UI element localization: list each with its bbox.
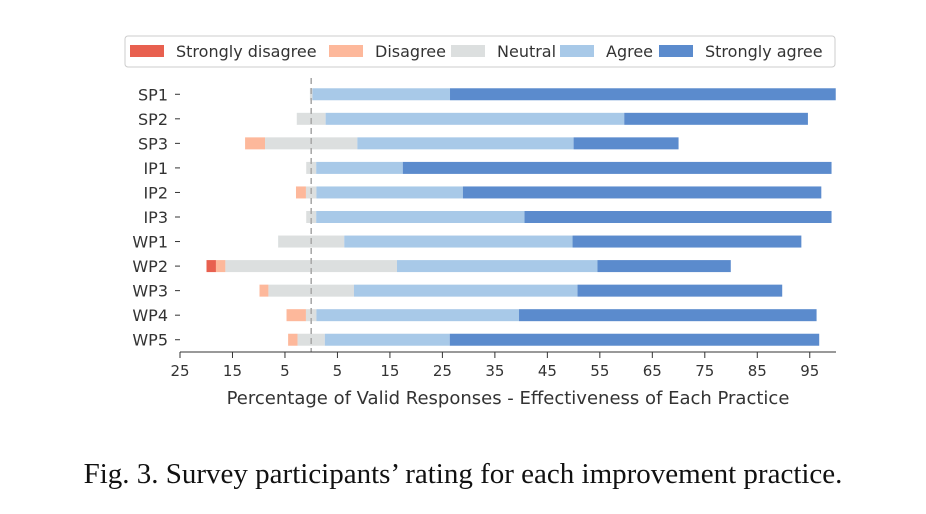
x-tick-label: 15	[380, 362, 399, 380]
x-tick-label: 5	[280, 362, 290, 380]
legend-swatch-strongly-agree	[659, 45, 693, 57]
legend-swatch-disagree	[329, 45, 363, 57]
bar-ip1-agree	[316, 161, 403, 174]
x-tick-label: 5	[333, 362, 343, 380]
x-tick-label: 95	[800, 362, 819, 380]
bar-wp5-disagree	[288, 333, 298, 346]
bar-ip1-strongly-agree	[402, 161, 832, 174]
bar-wp3-agree	[353, 284, 578, 297]
bar-wp4-agree	[316, 309, 520, 322]
bar-ip3-neutral	[306, 211, 317, 223]
bar-wp2-neutral	[225, 260, 398, 273]
legend-label-disagree: Disagree	[375, 42, 446, 61]
bar-ip2-agree	[316, 186, 463, 199]
bar-ip1-neutral	[306, 161, 317, 174]
bar-wp1-agree	[344, 235, 573, 248]
legend-label-agree: Agree	[606, 42, 653, 61]
y-axis: SP1 SP2 SP3 IP1 IP2 IP3 WP1 WP2 WP3 WP4 WP5	[132, 85, 180, 350]
bar-sp1-neutral	[309, 88, 313, 101]
bar-wp4-strongly-agree	[519, 309, 817, 322]
bar-wp2-disagree	[215, 260, 226, 273]
x-axis: 25 15 5 5 15 25 35 45 55 65 75 85 95	[170, 352, 819, 380]
bar-wp3-strongly-agree	[577, 284, 783, 297]
x-tick-label: 35	[485, 362, 504, 380]
bar-sp3-disagree	[245, 137, 266, 150]
x-tick-label: 85	[748, 362, 767, 380]
y-tick-label-wp3: WP3	[132, 282, 168, 301]
legend-label-strongly-agree: Strongly agree	[705, 42, 823, 61]
bar-wp2-agree	[397, 260, 598, 273]
y-tick-label-wp2: WP2	[132, 257, 168, 276]
bar-ip3-strongly-agree	[524, 211, 832, 223]
bar-wp5-strongly-agree	[449, 333, 820, 346]
y-tick-label-wp5: WP5	[132, 331, 168, 350]
y-tick-label-ip3: IP3	[143, 208, 168, 227]
bar-sp1-strongly-agree	[450, 88, 836, 101]
y-tick-label-wp1: WP1	[132, 233, 168, 252]
y-tick-label-ip1: IP1	[143, 159, 168, 178]
bar-sp1-agree	[312, 88, 451, 101]
bar-wp2-strongly-agree	[597, 260, 731, 273]
figure-caption: Fig. 3. Survey participants’ rating for …	[83, 458, 843, 490]
x-tick-label: 55	[590, 362, 609, 380]
y-tick-label-wp4: WP4	[132, 306, 168, 325]
y-tick-label-sp2: SP2	[138, 110, 168, 129]
bar-wp5-agree	[324, 333, 450, 346]
bar-sp2-strongly-agree	[624, 112, 808, 125]
bar-ip3-agree	[316, 211, 525, 223]
diverging-stacked-bar-chart: Strongly disagree Disagree Neutral Agree Str…	[124, 35, 836, 409]
y-tick-label-sp3: SP3	[138, 134, 168, 153]
x-axis-label: Percentage of Valid Responses - Effectiv…	[227, 388, 790, 409]
x-tick-label: 25	[433, 362, 452, 380]
y-tick-label-sp1: SP1	[138, 85, 168, 104]
bar-wp1-strongly-agree	[572, 235, 802, 248]
x-tick-label: 45	[538, 362, 557, 380]
bar-wp3-disagree	[259, 284, 269, 297]
bar-sp3-strongly-agree	[573, 137, 679, 150]
bars-layer	[206, 88, 836, 346]
x-tick-label: 15	[223, 362, 242, 380]
x-tick-label: 75	[695, 362, 714, 380]
bar-sp2-agree	[325, 112, 625, 125]
legend-swatch-agree	[560, 45, 594, 57]
bar-ip2-strongly-agree	[462, 186, 822, 199]
legend-label-neutral: Neutral	[497, 42, 556, 61]
legend-label-strongly-disagree: Strongly disagree	[176, 42, 317, 61]
legend-swatch-neutral	[451, 45, 485, 57]
legend: Strongly disagree Disagree Neutral Agree Str…	[130, 42, 823, 61]
x-tick-label: 65	[643, 362, 662, 380]
bar-wp4-neutral	[305, 309, 317, 322]
x-tick-label: 25	[170, 362, 189, 380]
legend-swatch-strongly-disagree	[130, 45, 164, 57]
bar-wp4-disagree	[286, 309, 306, 322]
bar-wp2-strongly-disagree	[206, 260, 216, 273]
bar-ip2-disagree	[295, 186, 306, 199]
bar-sp3-agree	[357, 137, 574, 150]
y-tick-label-ip2: IP2	[143, 183, 168, 202]
